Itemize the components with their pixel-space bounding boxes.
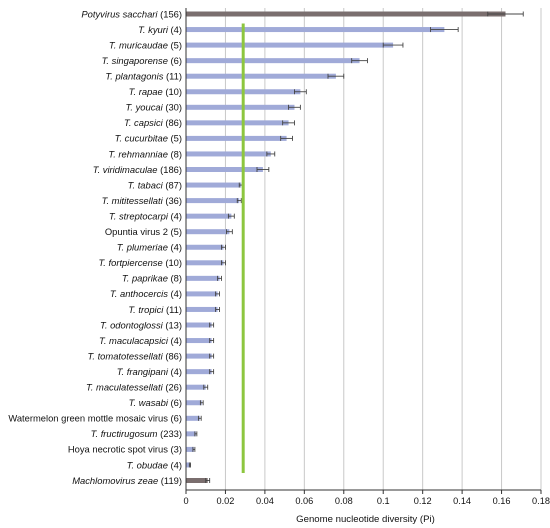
category-label: T. fructirugosum (233) bbox=[91, 428, 182, 439]
bar bbox=[186, 306, 218, 312]
category-label: T. maculatessellati (26) bbox=[86, 382, 182, 393]
bar bbox=[186, 229, 230, 235]
bar bbox=[186, 291, 218, 297]
bar bbox=[186, 213, 232, 219]
category-label: T. plantagonis (11) bbox=[105, 71, 182, 82]
bar bbox=[186, 244, 224, 250]
category-label: T. capsici (86) bbox=[124, 117, 182, 128]
bar bbox=[186, 27, 445, 33]
category-label: T. wasabi (6) bbox=[129, 397, 182, 408]
category-label: T. maculacapsici (4) bbox=[99, 335, 182, 346]
category-label: T. obudae (4) bbox=[127, 459, 182, 470]
category-label: T. singaporense (6) bbox=[102, 55, 182, 66]
bar bbox=[186, 384, 206, 390]
category-label: T. odontoglossi (13) bbox=[100, 319, 182, 330]
bar bbox=[186, 400, 202, 406]
category-labels: Potyvirus sacchari (156) T. kyuri (4) T. m… bbox=[8, 8, 183, 486]
bar bbox=[186, 167, 263, 172]
bar bbox=[186, 260, 224, 266]
x-tick-label: 0.02 bbox=[216, 496, 234, 506]
bar bbox=[186, 73, 336, 79]
bar bbox=[186, 415, 200, 421]
category-label: T. paprikae (8) bbox=[122, 273, 182, 284]
x-tick-label: 0.12 bbox=[414, 496, 432, 506]
bar bbox=[186, 120, 289, 126]
x-axis: 0 0.02 0.04 0.06 0.08 0.1 0.12 0.14 0.16 0.18 bbox=[183, 8, 550, 506]
category-label: T. tomatotessellati (86) bbox=[88, 350, 183, 361]
x-tick-label: 0.08 bbox=[335, 496, 353, 506]
x-tick-label: 0.1 bbox=[377, 496, 390, 506]
bar bbox=[186, 322, 212, 328]
bar bbox=[186, 198, 240, 204]
x-axis-title: Genome nucleotide diversity (Pi) bbox=[296, 514, 435, 525]
bar bbox=[186, 353, 212, 359]
category-label: Watermelon green mottle mosaic virus (6) bbox=[8, 413, 182, 424]
x-tick-label: 0.04 bbox=[256, 496, 274, 506]
x-tick-label: 0 bbox=[183, 496, 188, 506]
category-label: Machlomovirus zeae (119) bbox=[72, 475, 182, 486]
bar bbox=[186, 478, 208, 483]
bar bbox=[186, 369, 212, 375]
category-label: T. fortpiercense (10) bbox=[98, 257, 182, 268]
category-label: T. frangipani (4) bbox=[117, 366, 182, 377]
category-label: T. plumeriae (4) bbox=[117, 242, 182, 253]
bar bbox=[186, 446, 194, 452]
bar bbox=[186, 431, 196, 437]
bar bbox=[186, 42, 394, 48]
category-label: T. cucurbitae (5) bbox=[115, 133, 182, 144]
bar bbox=[186, 58, 360, 64]
gridlines bbox=[224, 8, 542, 490]
category-label: T. viridimaculae (186) bbox=[93, 164, 182, 175]
bar bbox=[186, 275, 220, 281]
category-label: T. streptocarpi (4) bbox=[109, 210, 182, 221]
category-label: Hoya necrotic spot virus (3) bbox=[68, 444, 182, 455]
bar bbox=[186, 462, 190, 468]
bars bbox=[186, 11, 524, 483]
category-label: T. anthocercis (4) bbox=[110, 288, 182, 299]
x-tick-label: 0.18 bbox=[532, 496, 550, 506]
bar bbox=[186, 151, 271, 157]
category-label: T. mititessellati (36) bbox=[102, 195, 182, 206]
bar bbox=[186, 11, 506, 17]
category-label: Potyvirus sacchari (156) bbox=[81, 8, 182, 19]
category-label: T. rehmanniae (8) bbox=[108, 148, 182, 159]
x-tick-label: 0.16 bbox=[493, 496, 511, 506]
bar bbox=[186, 182, 242, 188]
category-label: T. youcai (30) bbox=[126, 102, 182, 113]
bar bbox=[186, 104, 295, 110]
x-tick-label: 0.06 bbox=[295, 496, 313, 506]
x-tick-label: 0.14 bbox=[453, 496, 471, 506]
bar bbox=[186, 338, 212, 344]
category-label: T. kyuri (4) bbox=[138, 24, 182, 35]
category-label: T. tropici (11) bbox=[128, 304, 182, 315]
bar bbox=[186, 135, 287, 141]
category-label: T. tabaci (87) bbox=[128, 179, 182, 190]
category-label: T. muricaudae (5) bbox=[109, 39, 182, 50]
category-label: Opuntia virus 2 (5) bbox=[105, 226, 182, 237]
category-label: T. rapae (10) bbox=[129, 86, 182, 97]
